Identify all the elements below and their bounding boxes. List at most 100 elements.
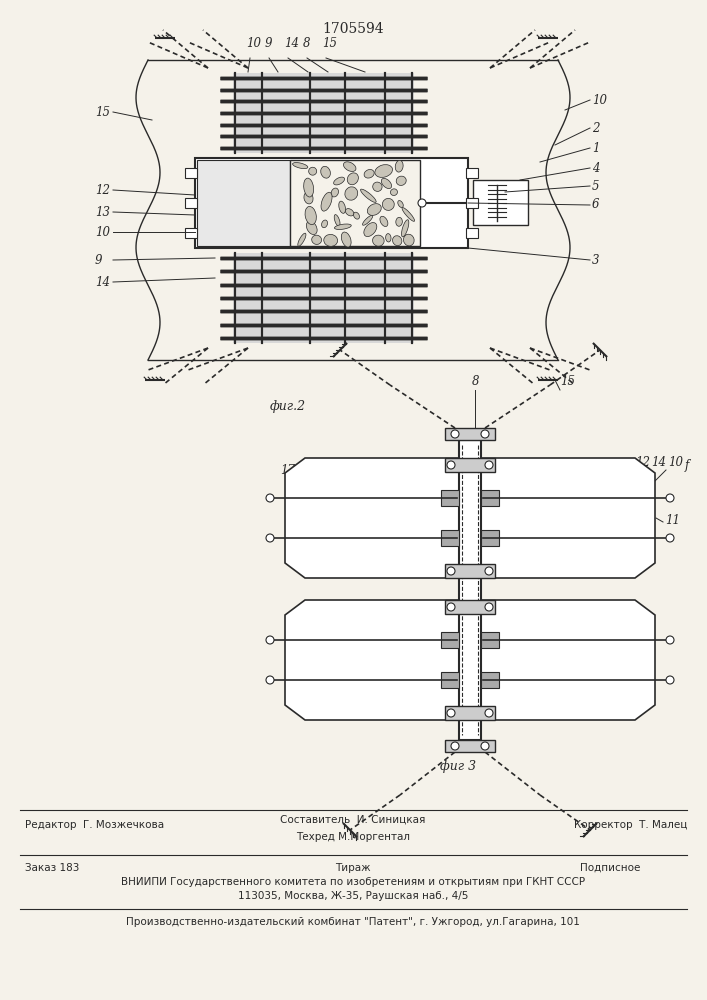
Ellipse shape	[322, 220, 327, 228]
Bar	[481, 530, 499, 546]
Ellipse shape	[324, 234, 338, 246]
Ellipse shape	[309, 167, 317, 175]
Bar	[481, 672, 499, 688]
Circle shape	[481, 742, 489, 750]
Text: 10: 10	[303, 522, 318, 534]
Text: 17: 17	[280, 464, 295, 477]
Ellipse shape	[306, 221, 317, 235]
Ellipse shape	[402, 208, 414, 221]
Bar	[290, 160, 420, 246]
Circle shape	[451, 430, 459, 438]
Text: ВНИИПИ Государственного комитета по изобретениям и открытиям при ГКНТ СССР: ВНИИПИ Государственного комитета по изоб…	[121, 877, 585, 887]
Ellipse shape	[364, 170, 374, 178]
Bar	[445, 564, 495, 578]
Bar	[233, 253, 414, 343]
Bar	[473, 180, 528, 225]
Circle shape	[418, 199, 426, 207]
Text: 10: 10	[246, 37, 261, 50]
Ellipse shape	[334, 224, 351, 229]
Text: Заказ 183: Заказ 183	[25, 863, 79, 873]
Polygon shape	[285, 600, 459, 720]
Ellipse shape	[395, 160, 403, 172]
Ellipse shape	[305, 206, 316, 225]
Circle shape	[666, 676, 674, 684]
Bar	[459, 440, 481, 740]
Text: 15: 15	[95, 105, 110, 118]
Bar	[466, 198, 478, 208]
Bar	[445, 706, 495, 720]
Text: 14: 14	[284, 37, 299, 50]
Bar	[441, 530, 459, 546]
Bar	[481, 632, 499, 648]
Polygon shape	[481, 458, 655, 578]
Circle shape	[447, 709, 455, 717]
Circle shape	[266, 636, 274, 644]
Bar	[466, 228, 478, 238]
Ellipse shape	[344, 162, 356, 171]
Bar	[441, 632, 459, 648]
Ellipse shape	[312, 235, 322, 244]
Text: 4: 4	[592, 161, 600, 174]
Bar	[466, 168, 478, 178]
Text: 5: 5	[592, 180, 600, 192]
Text: 13: 13	[295, 629, 310, 642]
Ellipse shape	[334, 177, 344, 185]
Bar	[195, 158, 468, 248]
Circle shape	[266, 534, 274, 542]
Ellipse shape	[321, 192, 332, 211]
Bar	[441, 672, 459, 688]
Text: 11: 11	[665, 514, 680, 526]
Ellipse shape	[321, 166, 330, 178]
Circle shape	[666, 494, 674, 502]
Circle shape	[447, 603, 455, 611]
Text: 14: 14	[95, 275, 110, 288]
Text: Производственно-издательский комбинат "Патент", г. Ужгород, ул.Гагарина, 101: Производственно-издательский комбинат "П…	[126, 917, 580, 927]
Ellipse shape	[339, 201, 346, 213]
Ellipse shape	[373, 182, 382, 191]
Text: 14: 14	[651, 456, 666, 468]
Ellipse shape	[341, 232, 351, 247]
Polygon shape	[285, 458, 459, 578]
Bar	[185, 198, 197, 208]
Text: 9: 9	[310, 542, 318, 554]
Ellipse shape	[402, 220, 409, 237]
Ellipse shape	[368, 204, 381, 215]
Text: 12: 12	[95, 184, 110, 196]
Ellipse shape	[375, 165, 392, 177]
Ellipse shape	[298, 233, 306, 246]
Ellipse shape	[398, 201, 403, 208]
Bar	[481, 490, 499, 506]
Text: 9: 9	[95, 253, 103, 266]
Circle shape	[485, 567, 493, 575]
Circle shape	[447, 461, 455, 469]
Ellipse shape	[382, 198, 395, 210]
Ellipse shape	[396, 217, 402, 226]
Text: Подписное: Подписное	[580, 863, 641, 873]
Circle shape	[266, 494, 274, 502]
Ellipse shape	[390, 189, 397, 195]
Text: 1705594: 1705594	[322, 22, 384, 36]
Ellipse shape	[304, 192, 313, 204]
Bar	[197, 160, 290, 246]
Bar	[445, 458, 495, 472]
Text: 12: 12	[635, 456, 650, 468]
Circle shape	[447, 567, 455, 575]
Text: 10: 10	[95, 226, 110, 238]
Text: 9: 9	[265, 37, 272, 50]
Text: 13: 13	[95, 206, 110, 219]
Text: 10: 10	[668, 456, 683, 468]
Bar	[185, 228, 197, 238]
Ellipse shape	[385, 234, 391, 242]
Text: f: f	[685, 458, 689, 472]
Text: 113035, Москва, Ж-35, Раушская наб., 4/5: 113035, Москва, Ж-35, Раушская наб., 4/5	[238, 891, 468, 901]
Ellipse shape	[293, 163, 308, 169]
Ellipse shape	[347, 173, 358, 185]
Text: Составитель  И. Синицкая: Составитель И. Синицкая	[280, 815, 426, 825]
Circle shape	[451, 742, 459, 750]
Circle shape	[485, 709, 493, 717]
Bar	[185, 168, 197, 178]
Text: 15: 15	[322, 37, 337, 50]
Bar	[445, 428, 495, 440]
Bar	[445, 600, 495, 614]
Text: 8: 8	[303, 37, 310, 50]
